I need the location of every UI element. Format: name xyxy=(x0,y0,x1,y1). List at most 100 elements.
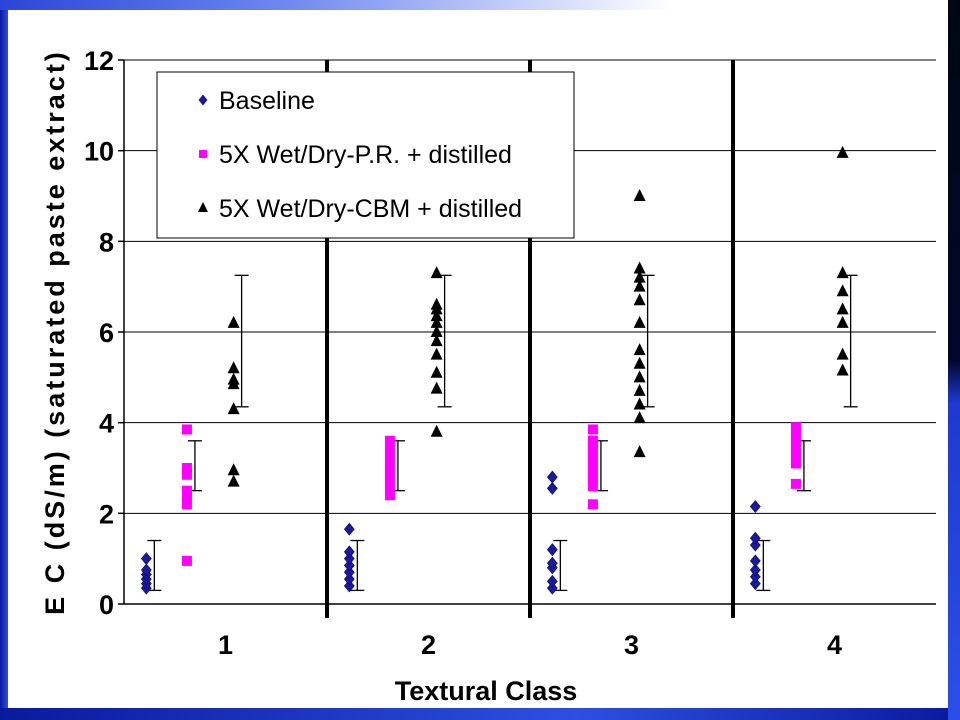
triangle-point xyxy=(227,402,240,415)
diamond-point xyxy=(546,481,558,495)
triangle-point xyxy=(633,397,646,410)
diamond-point xyxy=(140,552,152,566)
diamond-point xyxy=(343,552,355,566)
triangle-point xyxy=(836,145,849,158)
series-0 xyxy=(140,470,761,595)
triangle-point xyxy=(633,356,646,369)
y-tick-label: 12 xyxy=(84,46,114,76)
diamond-point xyxy=(546,556,558,570)
square-point xyxy=(384,435,395,446)
slide-frame-right xyxy=(948,0,960,720)
y-tick-labels: 0 2 4 6 8 10 12 xyxy=(84,46,114,620)
square-point xyxy=(790,431,801,442)
square-point xyxy=(181,555,192,566)
square-point xyxy=(587,463,598,473)
series-2 xyxy=(227,145,849,487)
y-tick-label: 10 xyxy=(84,137,114,167)
triangle-point xyxy=(633,343,646,356)
diamond-point xyxy=(749,570,761,584)
series-1 xyxy=(181,422,801,566)
diamond-point xyxy=(546,581,558,595)
diamond-point xyxy=(343,545,355,559)
triangle-point xyxy=(430,309,443,322)
square-point xyxy=(587,453,598,464)
x-tick-labels: 1 2 3 4 xyxy=(218,630,842,660)
triangle-point xyxy=(430,365,443,378)
diamond-point xyxy=(343,565,355,579)
legend-marker-square xyxy=(199,150,207,158)
y-tick-label: 6 xyxy=(99,318,114,348)
legend-marker-diamond xyxy=(198,94,208,106)
square-point xyxy=(790,458,801,469)
triangle-point xyxy=(633,270,646,283)
diamond-point xyxy=(749,500,761,514)
slide-frame-bottom xyxy=(0,708,960,720)
triangle-point xyxy=(430,297,443,310)
square-point xyxy=(181,469,192,480)
error-bars xyxy=(147,274,858,592)
square-point xyxy=(181,485,192,496)
y-tick-label: 8 xyxy=(99,227,114,257)
triangle-point xyxy=(430,315,443,328)
triangle-point xyxy=(227,372,240,385)
triangle-point xyxy=(836,315,849,328)
y-tick-label: 0 xyxy=(99,590,114,620)
square-point xyxy=(587,424,598,435)
legend: Baseline 5X Wet/Dry-P.R. + distilled 5X We… xyxy=(156,71,575,239)
diamond-point xyxy=(343,572,355,586)
y-axis-label: E C (dS/m) (saturated paste extract) xyxy=(40,49,70,615)
x-tick-label: 1 xyxy=(218,630,233,660)
square-point xyxy=(790,478,801,489)
triangle-point xyxy=(227,474,240,487)
diamond-point xyxy=(343,522,355,536)
triangle-point xyxy=(430,334,443,347)
slide-frame-top xyxy=(0,0,960,10)
y-tick-label: 4 xyxy=(99,409,114,439)
triangle-point xyxy=(227,315,240,328)
square-point xyxy=(384,472,395,483)
diamond-point xyxy=(749,531,761,545)
triangle-point xyxy=(836,284,849,297)
square-point xyxy=(181,424,192,435)
y-tick-label: 2 xyxy=(99,499,114,529)
triangle-point xyxy=(633,411,646,424)
triangle-point xyxy=(227,361,240,374)
square-point xyxy=(181,463,192,473)
x-tick-label: 3 xyxy=(624,630,639,660)
diamond-point xyxy=(343,579,355,593)
triangle-point xyxy=(633,370,646,383)
square-point xyxy=(587,435,598,446)
diamond-point xyxy=(749,554,761,568)
triangle-point xyxy=(430,347,443,360)
diamond-point xyxy=(546,470,558,484)
triangle-point xyxy=(633,445,646,458)
x-tick-label: 4 xyxy=(827,630,842,660)
triangle-point xyxy=(633,315,646,328)
square-point xyxy=(587,481,598,492)
square-point xyxy=(587,444,598,455)
square-point xyxy=(384,490,395,501)
square-point xyxy=(181,499,192,510)
legend-box xyxy=(156,71,575,239)
triangle-point xyxy=(633,383,646,396)
triangle-point xyxy=(836,347,849,360)
legend-marker-triangle xyxy=(198,202,208,212)
data-points xyxy=(140,145,849,595)
triangle-point xyxy=(633,279,646,292)
triangle-point xyxy=(430,381,443,394)
x-tick-label: 2 xyxy=(421,630,436,660)
square-point xyxy=(384,481,395,492)
square-point xyxy=(384,453,395,464)
square-point xyxy=(790,440,801,451)
square-point xyxy=(587,499,598,510)
x-axis-label: Textural Class xyxy=(395,676,578,706)
triangle-point xyxy=(633,293,646,306)
diamond-point xyxy=(749,538,761,552)
legend-label: 5X Wet/Dry-P.R. + distilled xyxy=(219,141,512,169)
square-point xyxy=(790,422,801,433)
triangle-point xyxy=(430,266,443,279)
diamond-point xyxy=(749,563,761,577)
diamond-point xyxy=(343,558,355,572)
triangle-point xyxy=(227,463,240,476)
